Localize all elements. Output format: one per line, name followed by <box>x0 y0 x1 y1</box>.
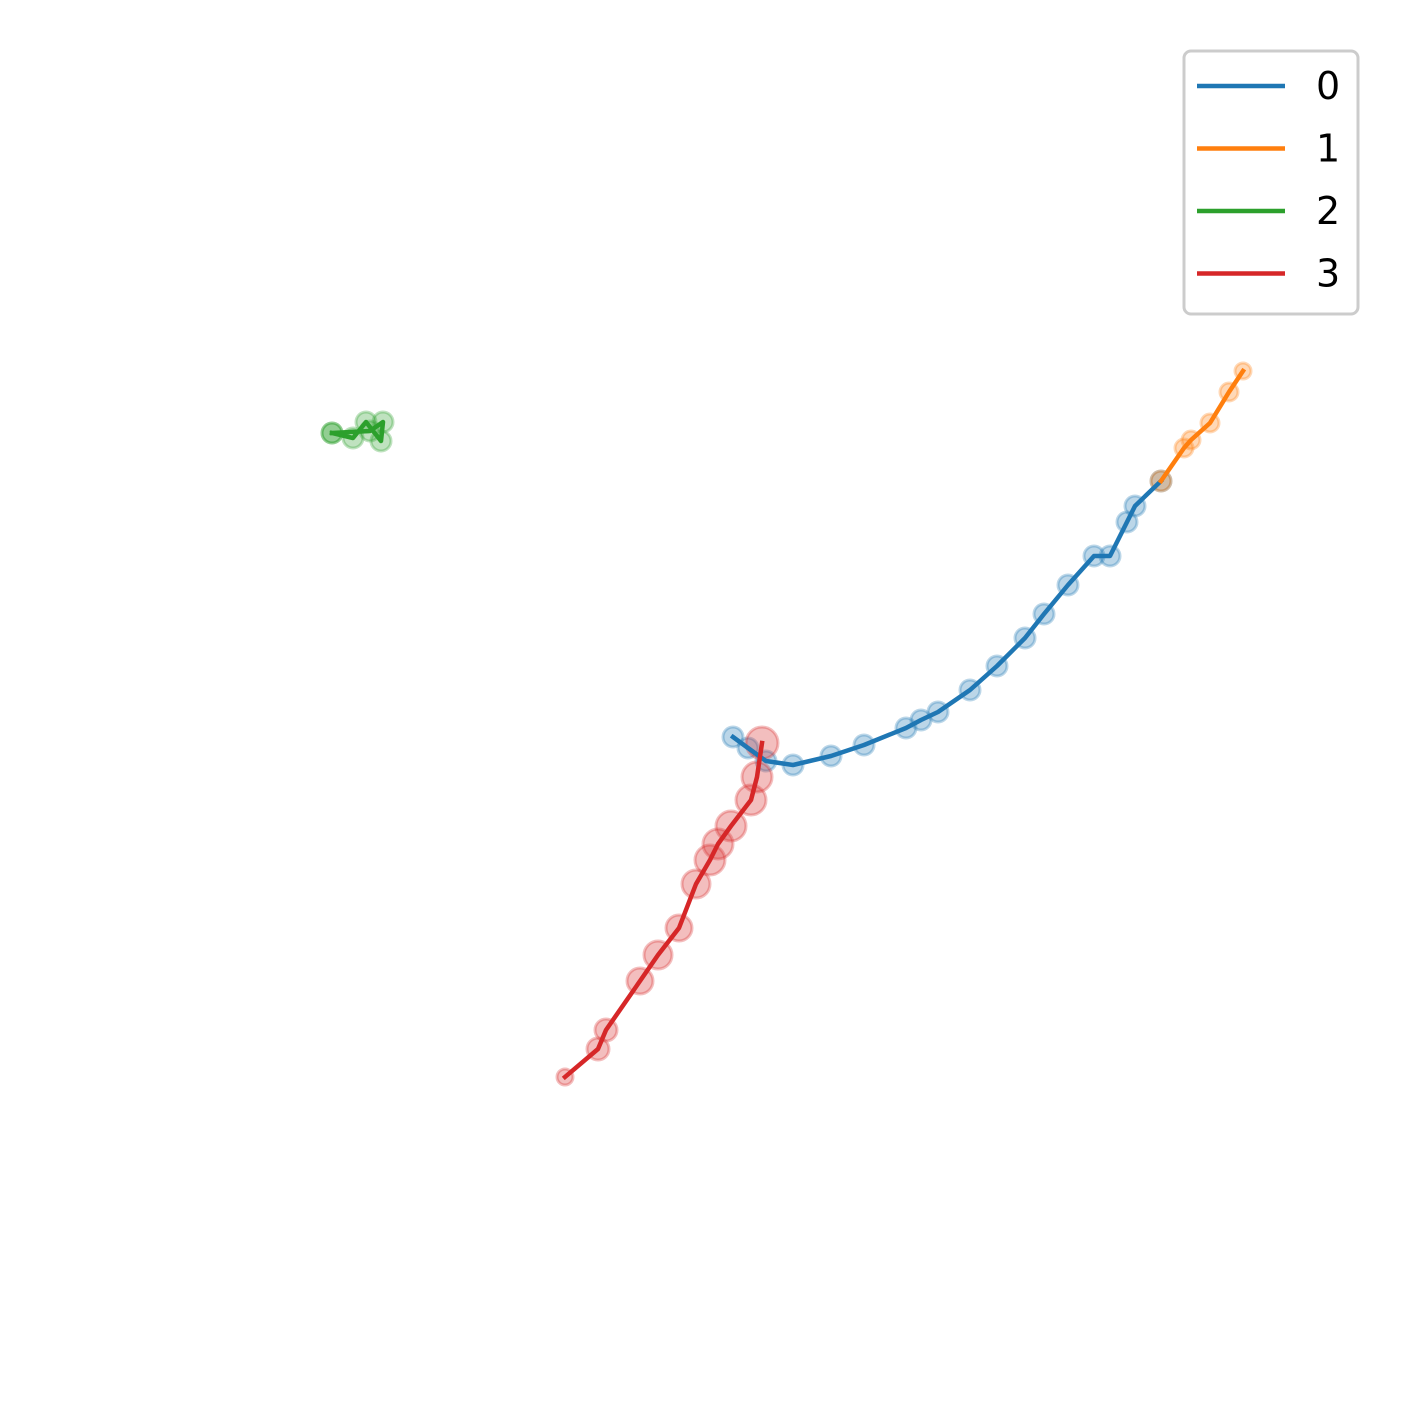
series-layer <box>320 361 1253 1087</box>
series-2-line <box>329 419 386 444</box>
series-1-line <box>1157 367 1247 485</box>
legend: 0 1 2 3 <box>1182 49 1360 316</box>
series-3-line <box>561 740 765 1081</box>
legend-label-0: 0 <box>1316 64 1340 108</box>
legend-label-1: 1 <box>1316 127 1340 171</box>
series-0-line <box>729 477 1165 768</box>
legend-entries: 0 1 2 3 <box>1197 64 1340 296</box>
legend-label-2: 2 <box>1316 189 1340 233</box>
legend-frame <box>1182 49 1360 316</box>
line-layer <box>329 367 1247 1081</box>
legend-label-3: 3 <box>1316 252 1340 296</box>
